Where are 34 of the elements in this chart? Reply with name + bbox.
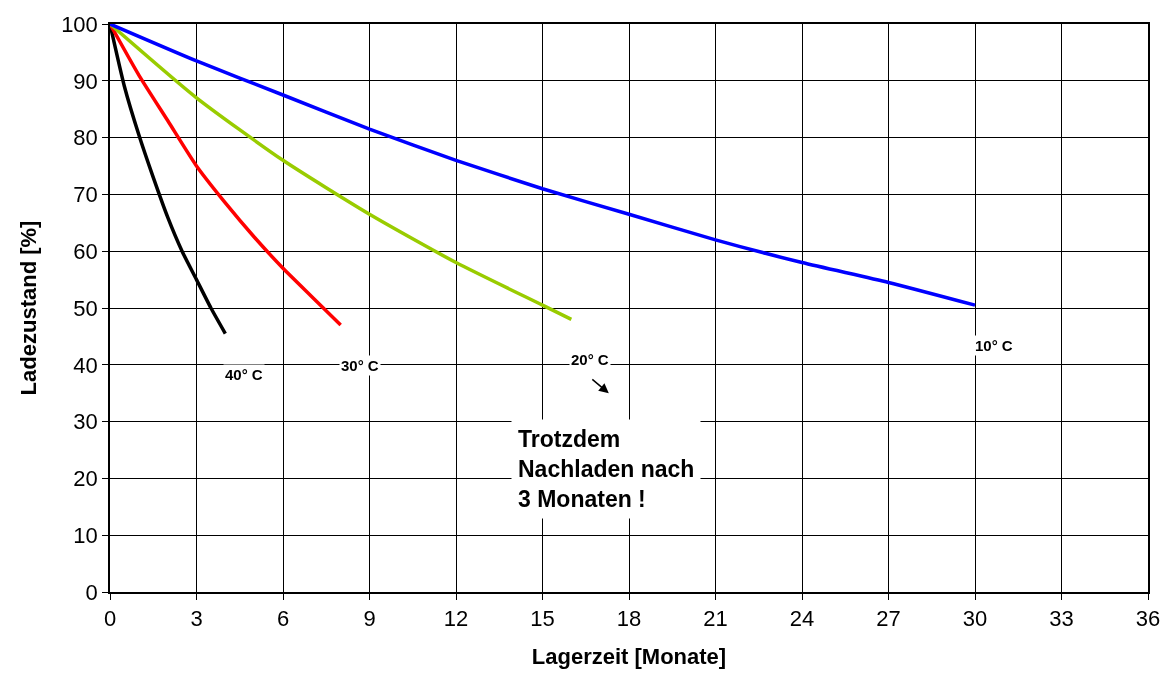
y-tick-label: 40: [73, 352, 98, 378]
x-tick-label: 18: [616, 606, 642, 632]
text: 30° C: [341, 357, 379, 374]
x-tick-label: 12: [443, 606, 469, 632]
x-tick-label: 9: [363, 606, 376, 632]
y-tick-label: 20: [73, 466, 98, 492]
x-tick-label: 0: [103, 606, 117, 632]
y-tick-label: 100: [61, 11, 98, 37]
x-tick-label: 6: [276, 606, 290, 632]
annotation: Trotzdem Nachladen nach 3 Monaten !: [518, 426, 695, 512]
x-tick-label: 21: [703, 606, 728, 632]
x-tick-label: 30: [962, 606, 988, 632]
y-tick-label: 50: [73, 295, 98, 321]
x-tick-label: 36: [1135, 606, 1161, 632]
x-tick-label: 27: [876, 606, 901, 632]
y-tick-label: 10: [73, 522, 98, 548]
line-series: [110, 24, 977, 307]
x-tick-label: 24: [789, 606, 815, 632]
line-series: [110, 24, 343, 327]
y-tick-label: 30: [73, 409, 98, 435]
y-tick-label: 60: [73, 238, 98, 264]
x-tick-label: 15: [530, 606, 555, 632]
text: 20° C: [571, 351, 609, 368]
x-tick-label: 33: [1049, 606, 1074, 632]
line-series: [110, 24, 574, 322]
y-tick-label: 0: [85, 579, 98, 605]
y-tick-label: 90: [73, 68, 98, 94]
text: 40° C: [225, 366, 263, 383]
x-axis-title: Lagerzeit [Monate]: [531, 643, 727, 669]
text: 10° C: [975, 337, 1013, 354]
y-axis-title: Ladezustand [%]: [16, 220, 42, 396]
y-tick-label: 80: [73, 125, 98, 151]
x-tick-label: 3: [190, 606, 203, 632]
y-tick-label: 70: [73, 182, 98, 208]
